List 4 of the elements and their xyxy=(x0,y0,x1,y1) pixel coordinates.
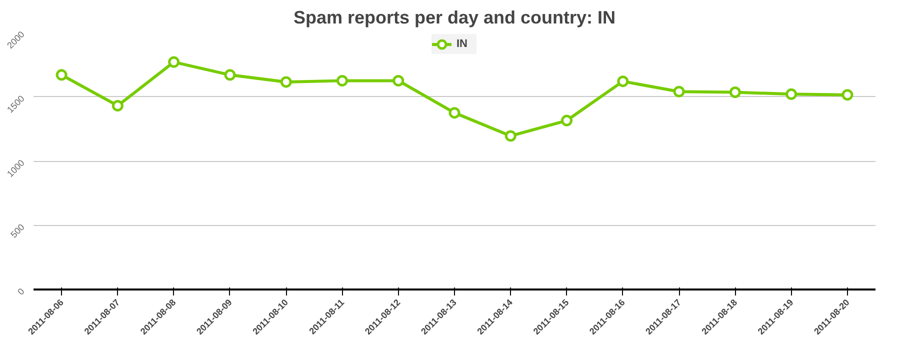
chart-title: Spam reports per day and country: IN xyxy=(293,8,616,28)
y-tick-label: 0 xyxy=(16,286,26,297)
legend-label: IN xyxy=(456,38,468,50)
y-tick-label: 500 xyxy=(8,222,26,240)
